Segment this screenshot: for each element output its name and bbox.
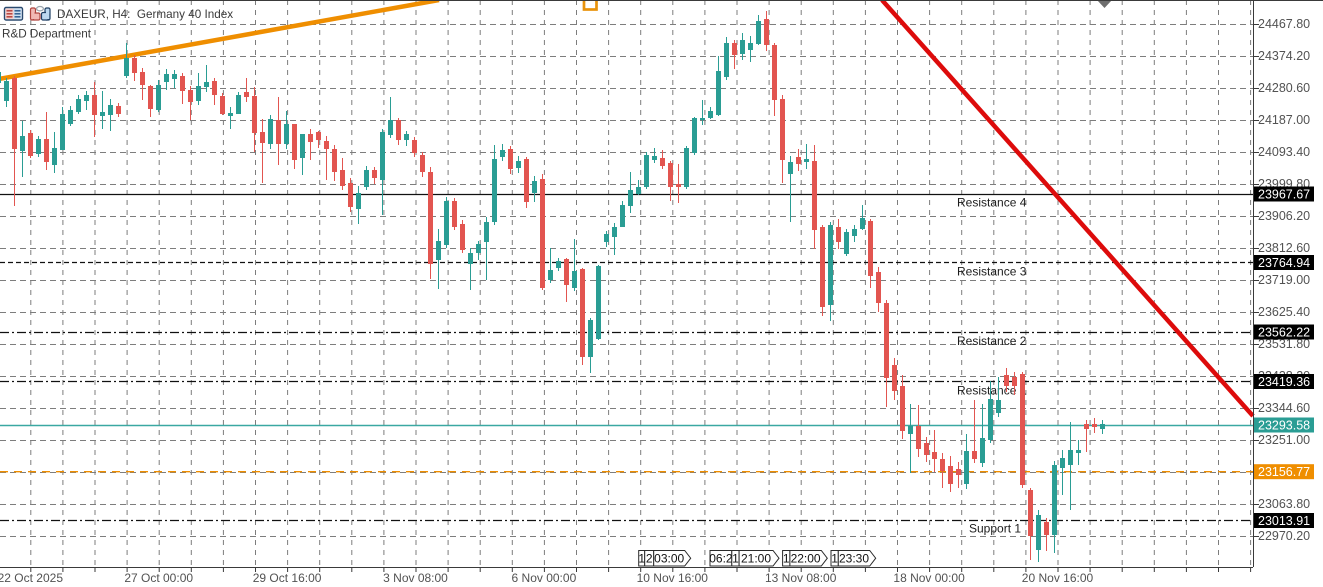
svg-text:20 Nov 16:00: 20 Nov 16:00 <box>1022 571 1094 585</box>
svg-text:23013.91: 23013.91 <box>1258 514 1310 528</box>
svg-text:22 Oct 2025: 22 Oct 2025 <box>0 571 63 585</box>
svg-text:24374.20: 24374.20 <box>1258 49 1310 63</box>
svg-text:23531.80: 23531.80 <box>1258 337 1310 351</box>
svg-text:23764.94: 23764.94 <box>1258 256 1310 270</box>
svg-text:23906.20: 23906.20 <box>1258 209 1310 223</box>
svg-text:24467.80: 24467.80 <box>1258 17 1310 31</box>
svg-text:23419.36: 23419.36 <box>1258 375 1310 389</box>
svg-text:23967.67: 23967.67 <box>1258 187 1310 201</box>
svg-text:1: 1 <box>638 552 645 566</box>
svg-text:23:30: 23:30 <box>839 552 869 566</box>
svg-text:24187.00: 24187.00 <box>1258 113 1310 127</box>
svg-text:Resistance 4: Resistance 4 <box>957 196 1027 210</box>
svg-text:Resistance 1: Resistance 1 <box>957 384 1027 398</box>
svg-text:27 Oct 00:00: 27 Oct 00:00 <box>124 571 193 585</box>
svg-text:23251.00: 23251.00 <box>1258 433 1310 447</box>
svg-text:22:00: 22:00 <box>791 552 821 566</box>
svg-text:18 Nov 00:00: 18 Nov 00:00 <box>893 571 965 585</box>
svg-text:06:2: 06:2 <box>709 552 733 566</box>
svg-text:22970.20: 22970.20 <box>1258 529 1310 543</box>
svg-text:3 Nov 08:00: 3 Nov 08:00 <box>383 571 448 585</box>
svg-text:Resistance 2: Resistance 2 <box>957 334 1027 348</box>
svg-text:DAXEUR, H4: Germany 40 Index: DAXEUR, H4: Germany 40 Index <box>57 8 233 21</box>
svg-text:23812.60: 23812.60 <box>1258 241 1310 255</box>
svg-text:23293.58: 23293.58 <box>1258 418 1310 432</box>
svg-text:23625.40: 23625.40 <box>1258 305 1310 319</box>
svg-text:13 Nov 08:00: 13 Nov 08:00 <box>765 571 837 585</box>
svg-text:03:00: 03:00 <box>654 552 684 566</box>
svg-text:10 Nov 16:00: 10 Nov 16:00 <box>637 571 709 585</box>
svg-text:R&D Department: R&D Department <box>2 28 92 41</box>
svg-text:23344.60: 23344.60 <box>1258 401 1310 415</box>
svg-text:23719.00: 23719.00 <box>1258 273 1310 287</box>
svg-text:23063.80: 23063.80 <box>1258 497 1310 511</box>
svg-text:21:00: 21:00 <box>741 552 771 566</box>
svg-text:24093.40: 24093.40 <box>1258 145 1310 159</box>
svg-text:2: 2 <box>646 552 653 566</box>
svg-text:Resistance 3: Resistance 3 <box>957 265 1027 279</box>
svg-text:24280.60: 24280.60 <box>1258 81 1310 95</box>
svg-text:1: 1 <box>783 552 790 566</box>
svg-text:23156.77: 23156.77 <box>1258 465 1310 479</box>
svg-text:Support 1: Support 1 <box>969 522 1021 536</box>
svg-text:1: 1 <box>831 552 838 566</box>
svg-text:29 Oct 16:00: 29 Oct 16:00 <box>253 571 322 585</box>
svg-text:23562.22: 23562.22 <box>1258 325 1310 339</box>
svg-text:6 Nov 00:00: 6 Nov 00:00 <box>512 571 577 585</box>
svg-text:1: 1 <box>732 552 739 566</box>
